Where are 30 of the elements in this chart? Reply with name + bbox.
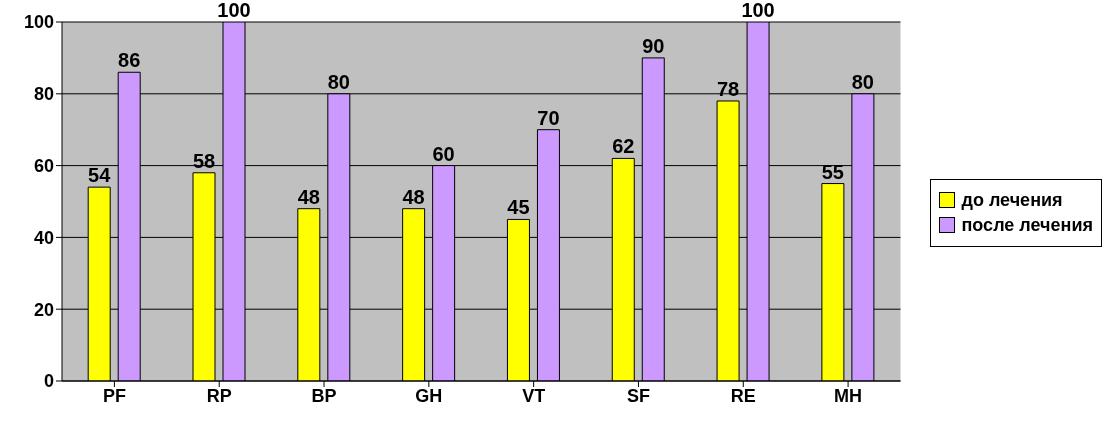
data-label: 45 [507,196,530,219]
legend-label: до лечения [961,189,1063,211]
x-tick-label: PF [102,385,126,406]
data-label: 54 [88,164,112,187]
data-label: 48 [297,185,320,208]
y-tick-label: 60 [33,155,54,176]
data-label: 70 [537,106,560,129]
x-tick-label: RE [730,385,756,406]
data-label: 62 [612,135,635,158]
x-tick-label: BP [311,385,337,406]
y-tick-label: 80 [33,84,54,105]
legend-label: после лечения [961,214,1093,236]
data-label: 90 [642,34,665,57]
y-tick-label: 20 [33,299,54,320]
data-label: 100 [217,0,251,21]
data-label: 80 [327,70,350,93]
y-tick-label: 100 [23,12,54,33]
y-tick-label: 0 [43,371,54,392]
x-tick-label: MH [834,385,863,406]
x-tick-label: SF [626,385,650,406]
data-label: 100 [741,0,775,21]
x-tick-label: RP [206,385,232,406]
x-tick-label: VT [522,385,546,406]
data-label: 60 [432,142,455,165]
data-label: 48 [402,185,425,208]
data-label: 86 [118,49,141,72]
data-label: 80 [851,70,874,93]
y-tick-label: 40 [33,227,54,248]
x-tick-label: GH [415,385,443,406]
data-label: 55 [821,160,844,183]
